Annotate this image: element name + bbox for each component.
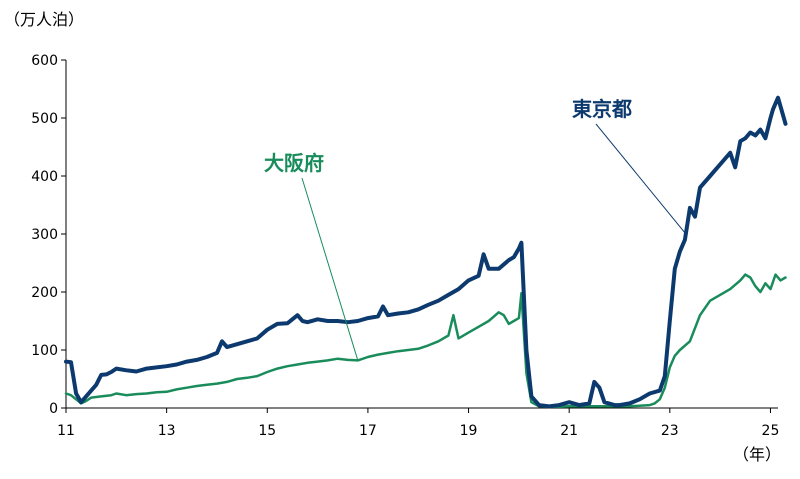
y-tick-label: 0 xyxy=(49,401,58,417)
x-tick-label: 11 xyxy=(57,423,75,439)
x-tick-label: 15 xyxy=(258,423,276,439)
x-tick-label: 17 xyxy=(359,423,377,439)
x-axis-unit: （年） xyxy=(733,445,781,464)
y-axis-unit: （万人泊） xyxy=(4,10,84,29)
y-tick-label: 400 xyxy=(31,169,58,185)
tokyo-series-label: 東京都 xyxy=(572,97,632,121)
axes: 0 100 200 300 400 500 600 11 13 15 17 19 21 23 25 xyxy=(31,53,779,439)
x-tick-label: 23 xyxy=(661,423,679,439)
tokyo-series-line xyxy=(64,95,788,409)
y-tick-label: 500 xyxy=(31,111,58,127)
x-tick-label: 13 xyxy=(158,423,176,439)
y-tick-label: 100 xyxy=(31,343,58,359)
x-tick-label: 25 xyxy=(762,423,780,439)
osaka-series-label: 大阪府 xyxy=(264,151,324,175)
y-tick-label: 300 xyxy=(31,227,58,243)
x-tick-label: 21 xyxy=(560,423,578,439)
y-tick-label: 600 xyxy=(31,53,58,69)
x-tick-label: 19 xyxy=(460,423,478,439)
tokyo-leader-line xyxy=(595,123,686,234)
osaka-leader-line xyxy=(301,177,359,361)
series-lines xyxy=(64,95,788,409)
y-tick-label: 200 xyxy=(31,285,58,301)
osaka-series-line xyxy=(64,273,787,409)
